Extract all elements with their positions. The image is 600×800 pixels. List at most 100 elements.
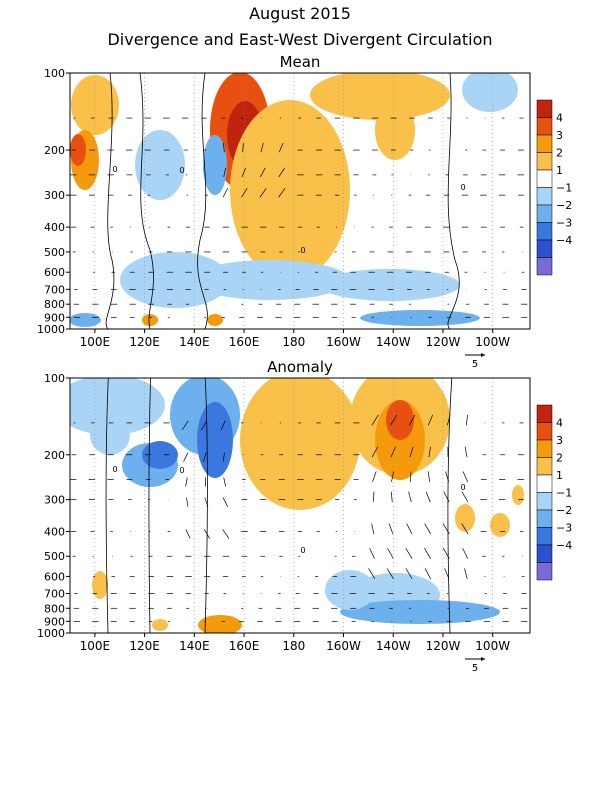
x-tick-label: 120W <box>426 639 461 653</box>
colorbar-label: −4 <box>556 539 572 552</box>
wind-vector <box>405 548 413 559</box>
colorbar-swatch <box>536 457 553 476</box>
contour-label: 0 <box>179 466 184 475</box>
wind-vector <box>443 491 450 503</box>
shaded-region <box>325 570 375 610</box>
colorbar-label: 2 <box>556 452 563 465</box>
colorbar-label: −3 <box>556 522 572 535</box>
x-tick-label: 120E <box>129 335 160 349</box>
shaded-region <box>70 134 86 166</box>
shaded-region <box>90 415 130 455</box>
shaded-region <box>310 73 450 120</box>
y-tick-label: 200 <box>44 144 65 157</box>
wind-vector <box>241 187 248 198</box>
wind-vector <box>260 167 266 178</box>
colorbar-label: −2 <box>556 504 572 517</box>
wind-vector <box>390 491 393 503</box>
wind-vector <box>241 167 246 178</box>
shaded-region <box>340 600 500 624</box>
plot-frame <box>69 377 531 634</box>
y-tick-label: 700 <box>44 588 65 601</box>
wind-vector <box>260 142 264 153</box>
wind-vector <box>391 471 394 482</box>
wind-vector <box>444 568 450 579</box>
y-tick-label: 700 <box>44 283 65 296</box>
x-tick-label: 120E <box>129 639 160 653</box>
colorbar-swatch <box>536 404 553 423</box>
contour-label: 0 <box>179 166 184 175</box>
wind-vector <box>223 477 227 487</box>
colorbar-label: 3 <box>556 129 563 142</box>
x-tick-label: 180 <box>282 335 305 349</box>
colorbar-swatch <box>536 527 553 546</box>
colorbar-swatch <box>536 257 553 276</box>
wind-vector <box>427 414 433 426</box>
contour-label: 0 <box>300 246 305 255</box>
reference-vector-label: 5 <box>472 663 478 674</box>
shaded-region <box>207 314 223 326</box>
colorbar-swatch <box>536 99 553 118</box>
shaded-region <box>198 615 242 633</box>
chart-title: August 2015 <box>249 4 351 23</box>
wind-vector <box>424 523 431 535</box>
colorbar-swatch <box>536 222 553 241</box>
y-tick-label: 600 <box>44 570 65 583</box>
y-tick-label: 500 <box>44 246 65 259</box>
colorbar-label: 2 <box>556 147 563 160</box>
wind-vector <box>242 143 244 153</box>
colorbar-label: −3 <box>556 217 572 230</box>
shaded-region <box>320 269 460 301</box>
colorbar: 4 3 2 1 −1 −2 −3 −4 <box>536 99 572 276</box>
wind-vector <box>222 143 225 153</box>
wind-vector <box>390 446 396 458</box>
wind-vector <box>278 167 285 178</box>
colorbar-swatch <box>536 422 553 441</box>
shaded-region <box>386 400 414 440</box>
contour-line <box>197 73 208 329</box>
wind-vector <box>372 471 377 482</box>
colorbar-swatch <box>536 562 553 581</box>
colorbar-swatch <box>536 204 553 223</box>
shaded-region <box>360 310 480 326</box>
contour-label: 0 <box>460 183 465 192</box>
wind-vector <box>387 548 394 559</box>
y-tick-label: 300 <box>44 189 65 202</box>
colorbar-label: 1 <box>556 469 563 482</box>
wind-vector <box>409 414 416 426</box>
colorbar-swatch <box>536 439 553 458</box>
wind-vector <box>408 491 412 503</box>
wind-vector <box>424 568 431 579</box>
shaded-region <box>230 100 350 280</box>
colorbar-label: −1 <box>556 487 572 500</box>
wind-vector <box>278 187 286 198</box>
y-tick-label: 1000 <box>37 323 65 336</box>
wind-vector <box>461 523 469 535</box>
wind-vector <box>368 568 376 580</box>
y-tick-label: 400 <box>44 526 65 539</box>
contour-label: 0 <box>460 483 465 492</box>
wind-vector <box>464 568 468 579</box>
wind-vector <box>204 497 209 507</box>
wind-vector <box>371 523 375 534</box>
y-tick-label: 100 <box>44 67 65 80</box>
colorbar-swatch <box>536 117 553 136</box>
x-tick-label: 140W <box>376 335 411 349</box>
wind-vector <box>371 446 379 458</box>
y-tick-label: 200 <box>44 449 65 462</box>
shaded-region <box>135 130 185 200</box>
y-tick-label: 1000 <box>37 627 65 640</box>
wind-vector <box>183 452 189 462</box>
wind-vector <box>464 446 468 458</box>
panel-title: Anomaly <box>267 358 333 376</box>
wind-vector <box>181 420 189 431</box>
x-tick-label: 100W <box>475 639 510 653</box>
colorbar-swatch <box>536 239 553 258</box>
wind-vector <box>222 529 230 539</box>
wind-vector <box>442 548 450 559</box>
colorbar-swatch <box>536 169 553 188</box>
y-tick-label: 300 <box>44 494 65 507</box>
wind-vector <box>186 497 189 507</box>
wind-vector <box>405 568 413 580</box>
shaded-region <box>197 402 233 478</box>
contour-line <box>447 73 460 329</box>
